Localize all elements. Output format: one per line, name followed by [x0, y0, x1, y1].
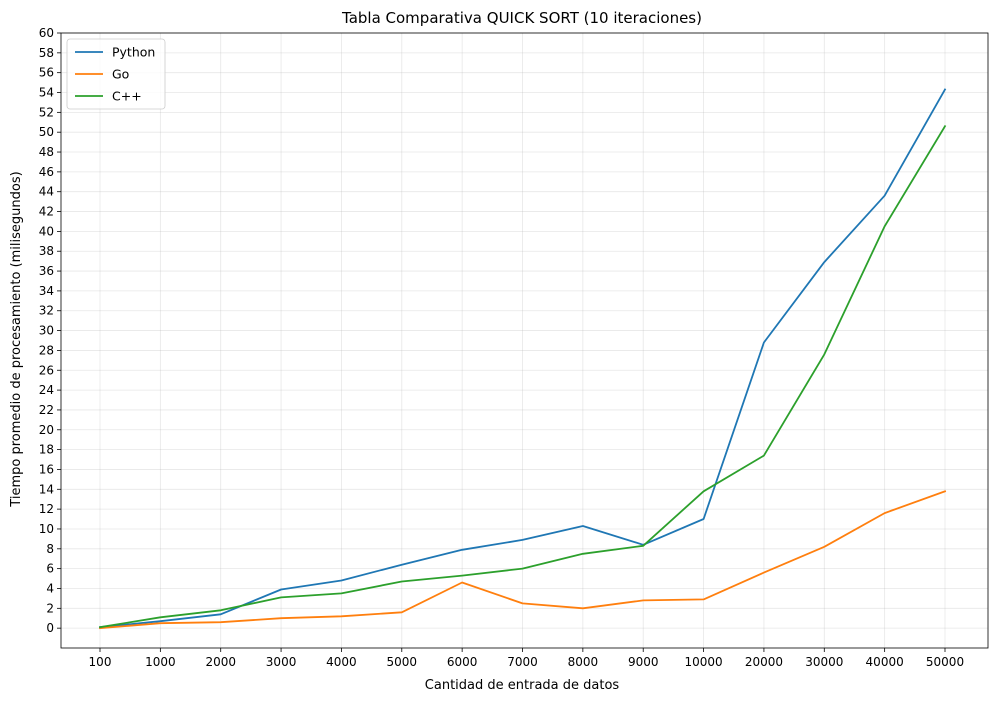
series-line-cplus	[98, 124, 947, 629]
y-tick-label: 34	[39, 284, 54, 298]
y-tick-label: 20	[39, 423, 54, 437]
x-tick-label: 9000	[628, 655, 659, 669]
legend: Python Go C++	[66, 38, 166, 110]
y-tick-label: 58	[39, 46, 54, 60]
y-tick-label: 18	[39, 443, 54, 457]
y-tick-label: 42	[39, 205, 54, 219]
y-tick-label: 46	[39, 165, 54, 179]
legend-label: C++	[112, 89, 142, 104]
x-tick-label: 50000	[926, 655, 964, 669]
x-tick-label: 30000	[805, 655, 843, 669]
y-tick-label: 22	[39, 403, 54, 417]
axis-ticks: 100 1000 2000 3000 4000 5000 6000 7000 8000 9000 1…	[39, 26, 964, 669]
y-tick-label: 40	[39, 224, 54, 238]
y-tick-label: 26	[39, 363, 54, 377]
y-tick-label: 32	[39, 304, 54, 318]
x-tick-label: 100	[89, 655, 112, 669]
series-line-go	[99, 490, 947, 630]
y-tick-label: 52	[39, 105, 54, 119]
y-tick-label: 28	[39, 343, 54, 357]
plot-area-frame	[60, 32, 989, 649]
series-lines	[98, 88, 947, 630]
y-tick-label: 54	[39, 86, 54, 100]
y-tick-label: 6	[46, 562, 54, 576]
y-axis-title: Tiempo promedio de procesamiento (milise…	[9, 171, 24, 507]
y-tick-label: 8	[46, 542, 54, 556]
legend-box	[66, 38, 166, 110]
x-tick-label: 20000	[745, 655, 783, 669]
x-tick-label: 1000	[145, 655, 176, 669]
y-tick-label: 36	[39, 264, 54, 278]
x-tick-label: 2000	[205, 655, 236, 669]
y-tick-label: 16	[39, 462, 54, 476]
y-tick-label: 14	[39, 482, 54, 496]
x-tick-label: 8000	[568, 655, 599, 669]
legend-label: Python	[112, 45, 155, 60]
y-tick-label: 48	[39, 145, 54, 159]
y-tick-label: 10	[39, 522, 54, 536]
y-tick-label: 2	[46, 601, 54, 615]
y-tick-label: 0	[46, 621, 54, 635]
y-tick-label: 30	[39, 324, 54, 338]
x-tick-label: 40000	[866, 655, 904, 669]
x-tick-label: 10000	[684, 655, 722, 669]
y-tick-label: 44	[39, 185, 54, 199]
y-tick-label: 12	[39, 502, 54, 516]
y-tick-label: 4	[46, 581, 54, 595]
y-tick-label: 50	[39, 125, 54, 139]
y-tick-label: 56	[39, 66, 54, 80]
x-tick-label: 3000	[266, 655, 297, 669]
x-tick-label: 7000	[507, 655, 538, 669]
x-tick-label: 6000	[447, 655, 478, 669]
legend-label: Go	[112, 67, 129, 82]
y-tick-label: 38	[39, 244, 54, 258]
y-tick-label: 60	[39, 26, 54, 40]
x-axis-title: Cantidad de entrada de datos	[425, 678, 620, 693]
x-tick-label: 5000	[387, 655, 418, 669]
chart-title: Tabla Comparativa QUICK SORT (10 iteraci…	[341, 9, 702, 27]
y-tick-label: 24	[39, 383, 54, 397]
x-tick-label: 4000	[326, 655, 357, 669]
